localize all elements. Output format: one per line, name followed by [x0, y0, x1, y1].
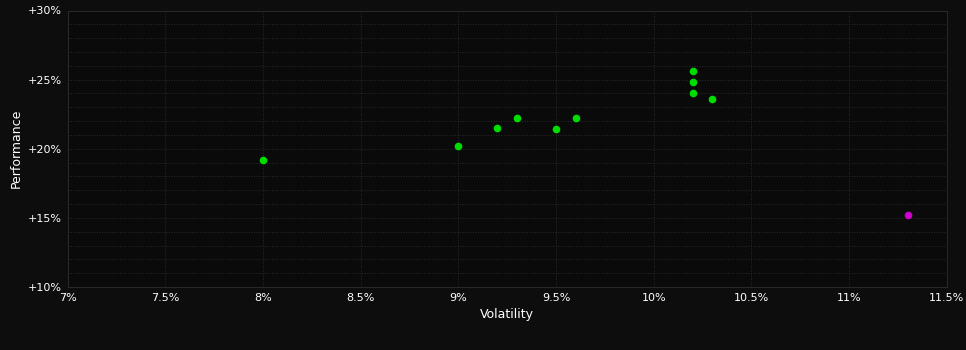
Point — [509, 116, 525, 121]
Point — [900, 212, 916, 218]
Y-axis label: Performance: Performance — [10, 109, 22, 188]
Point — [450, 143, 466, 149]
Point — [549, 127, 564, 132]
Point — [568, 116, 583, 121]
Point — [685, 69, 700, 74]
Point — [255, 157, 270, 163]
X-axis label: Volatility: Volatility — [480, 308, 534, 321]
Point — [685, 79, 700, 85]
Point — [685, 91, 700, 96]
Point — [490, 125, 505, 131]
Point — [704, 96, 720, 102]
